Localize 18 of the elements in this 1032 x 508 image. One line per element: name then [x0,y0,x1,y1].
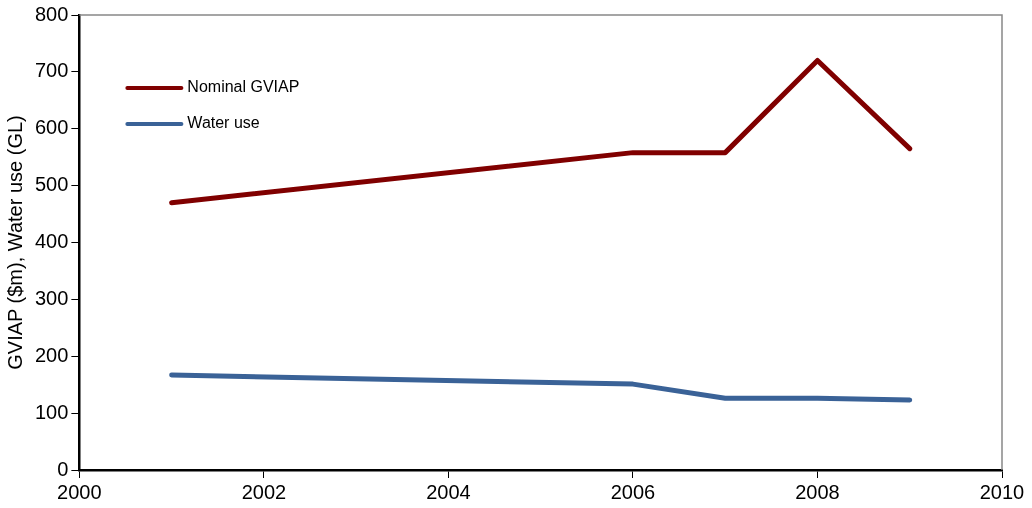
y-tick-label: 500 [34,173,69,196]
x-tick-label: 2008 [795,480,840,503]
y-tick-label: 700 [34,59,69,82]
y-axis-title: GVIAP ($m), Water use (GL) [3,115,26,370]
y-tick-label: 400 [34,230,69,253]
y-tick-label: 600 [34,116,69,139]
y-tick-label: 200 [34,343,69,366]
legend-label: Nominal GVIAP [187,78,300,96]
legend-label: Water use [187,114,260,132]
x-tick-label: 2006 [610,480,656,503]
x-tick-label: 2002 [241,480,287,503]
y-tick-label: 0 [57,457,69,480]
x-tick-label: 2000 [57,480,102,503]
x-tick-label: 2004 [426,480,471,503]
y-tick-label: 800 [34,2,69,25]
x-tick-label: 2010 [979,480,1025,503]
y-tick-label: 300 [34,286,69,309]
y-tick-label: 100 [34,400,69,423]
